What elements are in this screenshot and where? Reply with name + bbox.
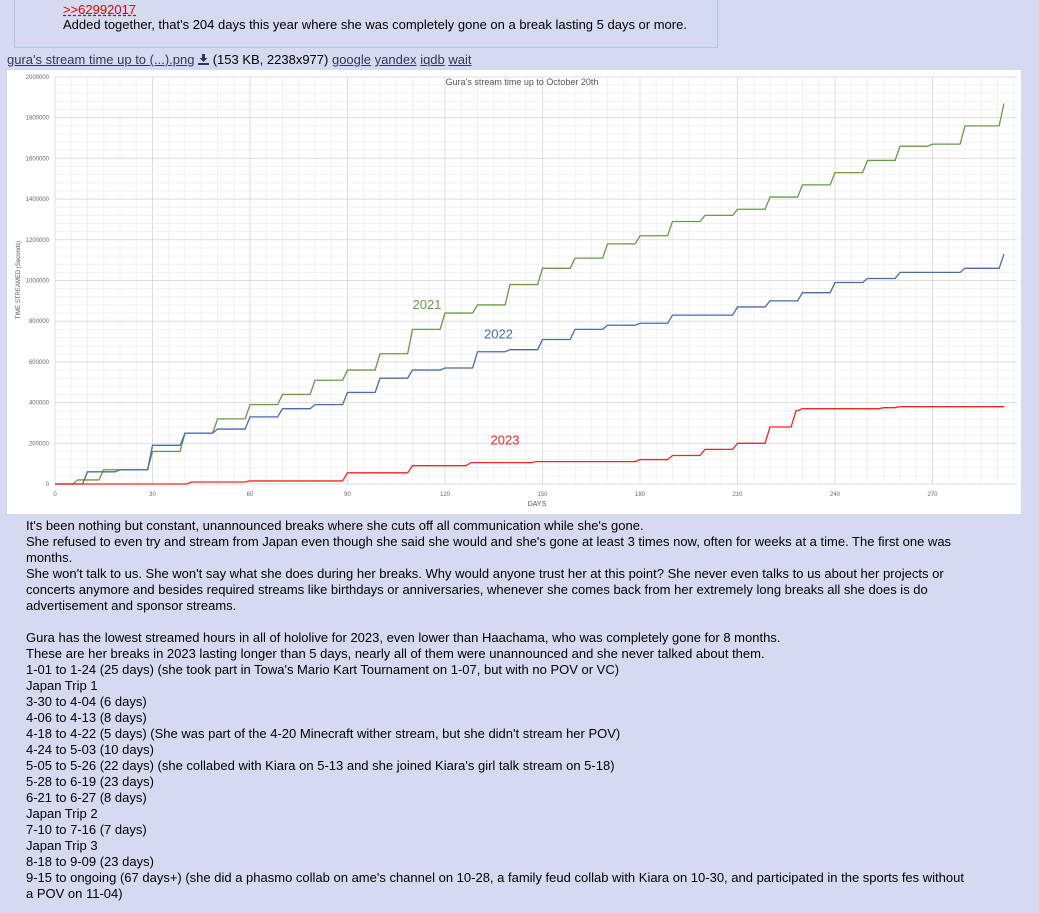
- chart-image[interactable]: 0 200000 400000 600000 800000 1000000 1200000 1…: [7, 70, 1021, 514]
- post-line: 4-06 to 4-13 (8 days): [26, 710, 147, 725]
- y-tick-label: 800000: [29, 319, 50, 325]
- x-tick-label: 60: [247, 492, 254, 498]
- series-line-2023: [55, 406, 1004, 485]
- post-line: 9-15 to ongoing (67 days+) (she did a ph…: [26, 870, 964, 901]
- y-tick-label: 1000000: [26, 279, 50, 285]
- post-line: 7-10 to 7-16 (7 days): [26, 822, 147, 837]
- post-backlink[interactable]: >>62992017: [63, 2, 137, 17]
- post-line: 4-24 to 5-03 (10 days): [26, 742, 154, 757]
- y-tick-label: 1600000: [26, 156, 50, 162]
- x-tick-label: 90: [344, 492, 351, 498]
- y-axis-label: TIME STREAMED (Seconds): [16, 241, 22, 319]
- y-tick-label: 200000: [29, 441, 50, 447]
- series-line-2021: [55, 103, 1005, 485]
- y-tick-label: 400000: [29, 401, 50, 407]
- x-tick-label: 120: [440, 492, 451, 498]
- stream-time-chart: 0 200000 400000 600000 800000 1000000 1200000 1…: [16, 75, 1017, 508]
- y-tick-label: 1400000: [26, 197, 50, 203]
- post-line: Japan Trip 2: [26, 806, 98, 821]
- series-label-2021: 2021: [413, 297, 442, 312]
- post-line: 4-18 to 4-22 (5 days) (She was part of t…: [26, 726, 621, 741]
- post-line: 5-28 to 6-19 (23 days): [26, 774, 154, 789]
- post-line: She refused to even try and stream from …: [26, 534, 952, 565]
- post-line: 3-30 to 4-04 (6 days): [26, 694, 147, 709]
- post-line: She won't talk to us. She won't say what…: [26, 566, 944, 613]
- file-name-link[interactable]: gura's stream time up to (...).png: [7, 52, 195, 67]
- post-line: 8-18 to 9-09 (23 days): [26, 854, 154, 869]
- y-tick-label: 0: [46, 482, 50, 488]
- yandex-link[interactable]: yandex: [374, 52, 417, 67]
- wait-link[interactable]: wait: [448, 52, 472, 67]
- y-tick-label: 1200000: [26, 238, 50, 244]
- post-line: 6-21 to 6-27 (8 days): [26, 790, 147, 805]
- iqdb-link[interactable]: iqdb: [420, 52, 445, 67]
- series-line-2022: [55, 253, 1005, 485]
- post-line: 1-01 to 1-24 (25 days) (she took part in…: [26, 662, 620, 677]
- file-info: gura's stream time up to (...).png (153 …: [7, 52, 472, 67]
- x-tick-label: 0: [53, 492, 57, 498]
- google-link[interactable]: google: [331, 52, 372, 67]
- file-size-dimensions: (153 KB, 2238x977): [212, 52, 329, 67]
- paragraph-1: It's been nothing but constant, unannoun…: [26, 518, 966, 614]
- y-tick-label: 2000000: [26, 75, 50, 81]
- quoted-post-text: Added together, that's 204 days this yea…: [63, 17, 687, 32]
- paragraph-2: Gura has the lowest streamed hours in al…: [26, 630, 966, 902]
- post-line: Gura has the lowest streamed hours in al…: [26, 630, 781, 645]
- post-body: It's been nothing but constant, unannoun…: [26, 518, 966, 902]
- x-tick-label: 30: [149, 492, 156, 498]
- series-label-2023: 2023: [491, 433, 520, 448]
- x-tick-label: 270: [927, 492, 938, 498]
- download-icon[interactable]: [198, 54, 210, 65]
- series-label-2022: 2022: [484, 326, 513, 341]
- y-tick-label: 600000: [29, 360, 50, 366]
- x-axis-label: DAYS: [528, 501, 547, 508]
- x-tick-label: 180: [635, 492, 646, 498]
- post-line: These are her breaks in 2023 lasting lon…: [26, 646, 765, 661]
- x-tick-label: 210: [732, 492, 743, 498]
- post-line: It's been nothing but constant, unannoun…: [26, 518, 644, 533]
- quoted-post: >>62992017 Added together, that's 204 da…: [14, 0, 718, 48]
- x-tick-label: 150: [537, 492, 548, 498]
- chart-title: Gura's stream time up to October 20th: [446, 77, 599, 87]
- x-tick-label: 240: [830, 492, 841, 498]
- post-line: 5-05 to 5-26 (22 days) (she collabed wit…: [26, 758, 615, 773]
- post-line: Japan Trip 1: [26, 678, 98, 693]
- y-tick-label: 1800000: [26, 116, 50, 122]
- post-line: Japan Trip 3: [26, 838, 98, 853]
